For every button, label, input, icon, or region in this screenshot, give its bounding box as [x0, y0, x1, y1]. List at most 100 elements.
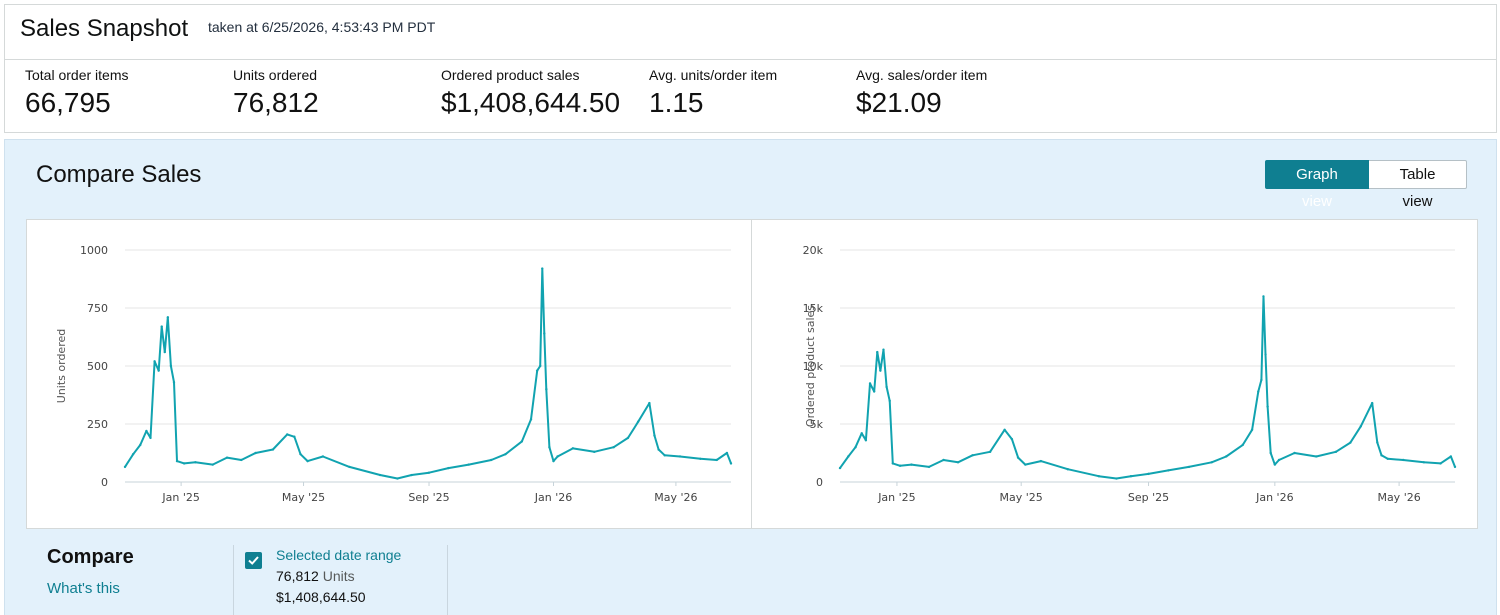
data-point	[1449, 455, 1453, 458]
data-point	[872, 390, 876, 393]
metric-total-order-items: Total order items 66,795	[25, 67, 128, 119]
chart-divider	[751, 220, 752, 528]
data-point	[149, 436, 152, 440]
data-point	[636, 420, 640, 423]
data-point	[447, 466, 450, 470]
x-tick-label: Jan '25	[877, 491, 915, 504]
data-point	[240, 458, 243, 462]
metric-avg-units-per-order-item: Avg. units/order item 1.15	[649, 67, 777, 119]
data-point	[1010, 437, 1014, 441]
data-point	[879, 369, 882, 372]
y-axis-title: Ordered product sales	[804, 305, 817, 427]
whats-this-link[interactable]: What's this	[47, 580, 120, 597]
series-units: 76,812 Units	[276, 568, 355, 584]
data-point	[882, 348, 885, 351]
metric-units-ordered: Units ordered 76,812	[233, 67, 319, 119]
table-view-button[interactable]: Table view	[1369, 160, 1467, 210]
y-tick-label: 15k	[803, 302, 824, 315]
data-point	[160, 325, 163, 328]
series-checkbox[interactable]	[245, 552, 262, 569]
data-point	[348, 465, 351, 469]
data-point	[172, 381, 176, 384]
data-point	[888, 399, 891, 402]
data-point	[293, 435, 296, 438]
data-point	[971, 454, 974, 457]
data-point	[715, 458, 718, 462]
metric-value: 66,795	[25, 87, 111, 118]
data-point	[1257, 390, 1260, 393]
data-point	[1024, 463, 1027, 466]
data-point	[1402, 458, 1405, 462]
data-point	[571, 447, 575, 450]
data-point	[1241, 443, 1244, 447]
page-title: Sales Snapshot	[20, 15, 189, 42]
view-toggle: Graph view Table view	[1265, 160, 1467, 210]
ordered-product-sales-chart: 0 5k 10k 15k 20k Jan '25 May '25 Sep '25 Jan '26…	[803, 244, 1457, 504]
metric-label: Avg. sales/order item	[856, 67, 988, 83]
metric-avg-sales-per-order-item: Avg. sales/order item $21.09	[856, 67, 987, 119]
data-point	[854, 446, 857, 449]
data-point	[1359, 425, 1362, 428]
data-point	[927, 465, 931, 469]
data-point	[321, 455, 325, 458]
metric-value: 1.15	[649, 87, 704, 118]
data-point	[648, 401, 651, 405]
compare-footer-title: Compare	[47, 546, 134, 568]
data-point	[860, 432, 863, 435]
y-tick-label: 0	[816, 476, 823, 489]
data-point	[163, 350, 166, 354]
data-point	[306, 459, 309, 463]
series-line	[124, 267, 732, 480]
data-point	[1315, 455, 1318, 458]
data-point	[876, 350, 879, 354]
data-point	[378, 473, 382, 477]
x-tick-label: Jan '25	[161, 491, 199, 504]
data-point	[1269, 451, 1272, 455]
y-tick-label: 750	[87, 302, 108, 315]
data-point	[729, 462, 733, 465]
data-point	[556, 455, 559, 458]
data-point	[956, 461, 960, 464]
data-point	[898, 464, 902, 467]
data-point	[910, 463, 913, 466]
data-point	[1250, 428, 1254, 431]
data-point	[1129, 475, 1133, 478]
data-point	[699, 457, 702, 460]
series-name: Selected date range	[276, 547, 402, 563]
data-point	[529, 418, 533, 421]
y-tick-label: 10k	[803, 360, 824, 373]
series-sales: $1,408,644.50	[276, 589, 366, 605]
y-tick-label: 500	[87, 360, 108, 373]
data-point	[1039, 459, 1043, 463]
data-point	[988, 450, 992, 454]
data-point	[1370, 401, 1374, 405]
data-point	[145, 429, 148, 433]
data-point	[490, 458, 493, 462]
data-point	[396, 477, 399, 480]
x-tick-label: Jan '26	[1255, 491, 1293, 504]
data-point	[663, 454, 666, 457]
data-point	[1453, 465, 1457, 469]
data-point	[1380, 454, 1383, 457]
metric-label: Avg. units/order item	[649, 67, 778, 83]
metric-label: Units ordered	[233, 67, 318, 83]
graph-view-button[interactable]: Graph view	[1265, 160, 1369, 210]
snapshot-timestamp: taken at 6/25/2026, 4:53:43 PM PDT	[208, 19, 436, 35]
data-point	[543, 332, 546, 335]
x-tick-label: May '25	[1000, 491, 1043, 504]
data-point	[1003, 428, 1006, 431]
data-point	[1293, 451, 1296, 455]
data-point	[299, 452, 302, 456]
series-units-suffix: Units	[322, 568, 355, 584]
data-point	[1266, 405, 1269, 408]
data-point	[1115, 477, 1118, 480]
data-point	[548, 446, 551, 449]
metric-ordered-product-sales: Ordered product sales $1,408,644.50	[441, 67, 620, 119]
x-tick-label: Sep '25	[408, 491, 449, 504]
y-tick-label: 0	[101, 476, 108, 489]
data-point	[1273, 463, 1277, 466]
data-point	[1277, 458, 1281, 462]
data-point	[1262, 295, 1265, 298]
metric-label: Ordered product sales	[441, 67, 580, 83]
data-point	[131, 452, 135, 456]
